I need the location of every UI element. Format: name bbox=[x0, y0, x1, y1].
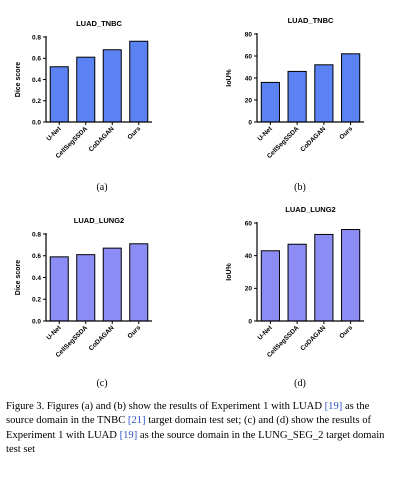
subfigure-label-d: (d) bbox=[294, 378, 306, 389]
y-tick-label: 0.2 bbox=[32, 98, 41, 105]
bar-ours bbox=[129, 40, 149, 123]
bar-u-net bbox=[260, 81, 280, 123]
bar-cellsegssda bbox=[287, 70, 307, 123]
y-tick-label: 0.8 bbox=[32, 34, 41, 41]
x-tick-label: U-Net bbox=[45, 324, 63, 342]
caption-text-4: as the source domain in the LUNG_SEG_2 t… bbox=[6, 429, 385, 456]
bar-cellsegssda bbox=[76, 56, 96, 123]
y-tick-label: 0.0 bbox=[32, 119, 41, 126]
bar-cellsegssda bbox=[76, 254, 96, 322]
chart-c-dice-luad-lung2: LUAD_LUNG2 Dice score 0.0 0.2 0.4 0.6 0.8 U-Net… bbox=[15, 216, 152, 359]
y-axis-label: IoU% bbox=[226, 68, 233, 86]
y-tick-label: 0.6 bbox=[32, 253, 41, 260]
bar-codagan bbox=[314, 233, 334, 322]
chart-title: LUAD_LUNG2 bbox=[285, 205, 335, 214]
y-tick-label: 0.8 bbox=[32, 231, 41, 238]
subfigure-label-c: (c) bbox=[96, 378, 108, 389]
bar-codagan bbox=[102, 247, 122, 322]
y-tick-label: 0 bbox=[248, 318, 252, 325]
y-tick-label: 20 bbox=[245, 286, 253, 293]
chart-b-iou-luad-tnbc: LUAD_TNBCIoU%020406080U-NetCellSegSSDACo… bbox=[226, 16, 364, 160]
chart-d-iou-luad-lung2: LUAD_LUNG2IoU%0204060U-NetCellSegSSDACoD… bbox=[226, 205, 364, 359]
caption-text-3: target domain test set; (c) and (d) show… bbox=[6, 415, 372, 441]
y-tick-label: 0.2 bbox=[32, 297, 41, 304]
bar-codagan bbox=[314, 64, 334, 123]
citation-link-19[interactable]: [19] bbox=[324, 401, 343, 412]
chart-title: LUAD_TNBC bbox=[288, 16, 334, 25]
x-tick-label: Ours bbox=[126, 125, 142, 141]
x-tick-label: CoDAGAN bbox=[299, 324, 327, 352]
x-tick-label: U-Net bbox=[257, 125, 275, 143]
bar-cellsegssda bbox=[287, 243, 307, 322]
y-axis-label: IoU% bbox=[226, 262, 233, 280]
bar-u-net bbox=[49, 66, 69, 123]
x-tick-label: Ours bbox=[338, 125, 354, 141]
y-tick-label: 0 bbox=[248, 119, 252, 126]
caption-text-2: as the source domain in the TNBC bbox=[6, 401, 370, 427]
y-tick-label: 60 bbox=[245, 220, 253, 227]
bar-ours bbox=[129, 243, 149, 322]
caption-text-1: Figure 3. Figures (a) and (b) show the r… bbox=[6, 401, 325, 412]
y-tick-label: 40 bbox=[245, 75, 253, 82]
chart-a-dice-luad-tnbc: LUAD_TNBC Dice score 0.0 0.2 0.4 0.6 0.8 U-Net C… bbox=[15, 19, 152, 160]
subfigure-label-b: (b) bbox=[294, 182, 306, 193]
citation-link-19-second[interactable]: [19] bbox=[119, 429, 138, 441]
bar-u-net bbox=[260, 250, 280, 322]
y-tick-label: 0.6 bbox=[32, 56, 41, 63]
x-tick-label: Ours bbox=[126, 324, 142, 340]
y-tick-label: 0.4 bbox=[32, 77, 41, 84]
y-tick-label: 0.0 bbox=[32, 318, 41, 325]
x-tick-label: U-Net bbox=[45, 125, 63, 143]
y-tick-label: 40 bbox=[245, 253, 253, 260]
y-tick-label: 80 bbox=[245, 31, 253, 38]
x-tick-label: CoDAGAN bbox=[299, 125, 327, 153]
subfigure-label-a: (a) bbox=[96, 182, 108, 193]
y-axis-label: Dice score bbox=[15, 62, 22, 98]
x-tick-label: U-Net bbox=[257, 324, 275, 342]
x-tick-label: CoDAGAN bbox=[88, 125, 116, 153]
y-tick-label: 0.4 bbox=[32, 275, 41, 282]
chart-title: LUAD_LUNG2 bbox=[74, 216, 124, 225]
chart-title: LUAD_TNBC bbox=[76, 19, 122, 28]
y-tick-label: 60 bbox=[245, 53, 253, 60]
citation-link-21[interactable]: [21] bbox=[127, 415, 146, 427]
y-axis-label: Dice score bbox=[15, 260, 22, 296]
bar-codagan bbox=[102, 49, 122, 123]
x-tick-label: Ours bbox=[338, 324, 354, 340]
y-tick-label: 20 bbox=[245, 97, 253, 104]
figure-caption: Figure 3. Figures (a) and (b) show the r… bbox=[6, 400, 398, 458]
x-tick-label: CoDAGAN bbox=[88, 324, 116, 352]
bar-u-net bbox=[49, 256, 69, 322]
bar-ours bbox=[341, 53, 361, 123]
bar-ours bbox=[341, 229, 361, 322]
